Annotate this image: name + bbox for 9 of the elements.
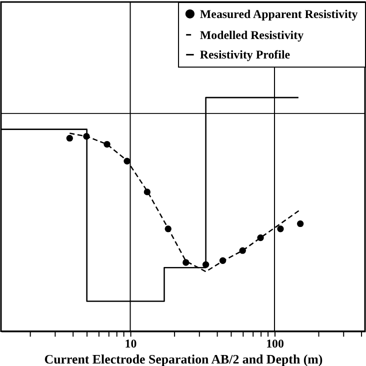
x-axis-title: Current Electrode Separation AB/2 and Depth (m)	[44, 352, 323, 366]
legend-label: Measured Apparent Resistivity	[200, 6, 358, 21]
x-tick-label: 10	[124, 336, 137, 351]
x-tick-label: 100	[266, 336, 284, 351]
legend-label: Resistivity Profile	[200, 48, 290, 62]
point	[296, 220, 304, 228]
point	[66, 134, 73, 142]
legend-label: Modelled Resistivity	[200, 28, 304, 42]
point	[277, 226, 284, 232]
